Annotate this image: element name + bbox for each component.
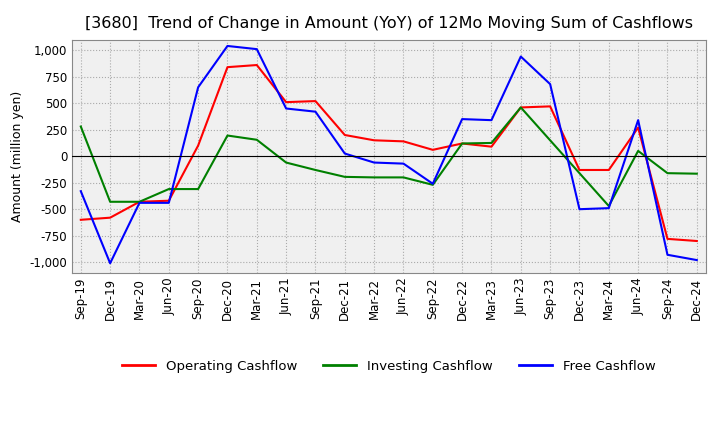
Free Cashflow xyxy=(282,106,290,111)
Free Cashflow xyxy=(370,160,379,165)
Investing Cashflow xyxy=(487,140,496,146)
Line: Investing Cashflow: Investing Cashflow xyxy=(81,107,697,206)
Legend: Operating Cashflow, Investing Cashflow, Free Cashflow: Operating Cashflow, Investing Cashflow, … xyxy=(117,355,661,378)
Investing Cashflow xyxy=(282,160,290,165)
Title: [3680]  Trend of Change in Amount (YoY) of 12Mo Moving Sum of Cashflows: [3680] Trend of Change in Amount (YoY) o… xyxy=(85,16,693,32)
Free Cashflow xyxy=(135,200,144,205)
Investing Cashflow xyxy=(458,141,467,146)
Investing Cashflow xyxy=(428,182,437,187)
Investing Cashflow xyxy=(135,199,144,205)
Operating Cashflow xyxy=(487,144,496,149)
Free Cashflow xyxy=(428,181,437,187)
Free Cashflow xyxy=(76,188,85,194)
Operating Cashflow xyxy=(634,125,642,130)
Investing Cashflow xyxy=(575,171,584,176)
Operating Cashflow xyxy=(663,236,672,242)
Line: Free Cashflow: Free Cashflow xyxy=(81,46,697,263)
Investing Cashflow xyxy=(341,174,349,180)
Investing Cashflow xyxy=(546,138,554,143)
Investing Cashflow xyxy=(76,124,85,129)
Operating Cashflow xyxy=(223,65,232,70)
Operating Cashflow xyxy=(106,215,114,220)
Free Cashflow xyxy=(546,81,554,87)
Investing Cashflow xyxy=(605,203,613,209)
Free Cashflow xyxy=(663,252,672,257)
Operating Cashflow xyxy=(282,99,290,105)
Investing Cashflow xyxy=(223,133,232,138)
Operating Cashflow xyxy=(311,99,320,104)
Free Cashflow xyxy=(164,200,173,205)
Free Cashflow xyxy=(341,151,349,156)
Operating Cashflow xyxy=(253,62,261,68)
Free Cashflow xyxy=(516,54,525,59)
Investing Cashflow xyxy=(516,105,525,110)
Operating Cashflow xyxy=(194,143,202,148)
Free Cashflow xyxy=(106,260,114,266)
Investing Cashflow xyxy=(253,137,261,143)
Operating Cashflow xyxy=(428,147,437,153)
Operating Cashflow xyxy=(399,139,408,144)
Operating Cashflow xyxy=(135,199,144,205)
Operating Cashflow xyxy=(76,217,85,223)
Operating Cashflow xyxy=(605,167,613,172)
Free Cashflow xyxy=(634,117,642,123)
Investing Cashflow xyxy=(311,167,320,172)
Investing Cashflow xyxy=(164,187,173,192)
Free Cashflow xyxy=(311,109,320,114)
Free Cashflow xyxy=(194,84,202,90)
Free Cashflow xyxy=(693,257,701,263)
Investing Cashflow xyxy=(194,187,202,192)
Operating Cashflow xyxy=(341,132,349,138)
Investing Cashflow xyxy=(106,199,114,205)
Free Cashflow xyxy=(253,47,261,52)
Investing Cashflow xyxy=(693,171,701,176)
Operating Cashflow xyxy=(693,238,701,244)
Operating Cashflow xyxy=(458,141,467,146)
Investing Cashflow xyxy=(663,171,672,176)
Investing Cashflow xyxy=(399,175,408,180)
Investing Cashflow xyxy=(370,175,379,180)
Operating Cashflow xyxy=(516,105,525,110)
Free Cashflow xyxy=(487,117,496,123)
Operating Cashflow xyxy=(370,138,379,143)
Free Cashflow xyxy=(605,205,613,211)
Free Cashflow xyxy=(399,161,408,166)
Operating Cashflow xyxy=(575,167,584,172)
Operating Cashflow xyxy=(164,198,173,203)
Free Cashflow xyxy=(575,206,584,212)
Free Cashflow xyxy=(223,43,232,48)
Operating Cashflow xyxy=(546,104,554,109)
Investing Cashflow xyxy=(634,148,642,154)
Free Cashflow xyxy=(458,117,467,122)
Y-axis label: Amount (million yen): Amount (million yen) xyxy=(11,91,24,222)
Line: Operating Cashflow: Operating Cashflow xyxy=(81,65,697,241)
